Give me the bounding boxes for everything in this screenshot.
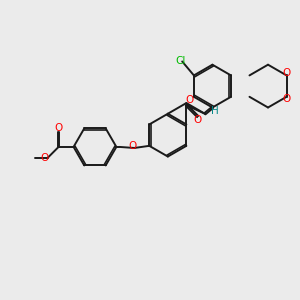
Text: O: O bbox=[41, 153, 49, 163]
Text: O: O bbox=[282, 68, 291, 78]
Text: O: O bbox=[194, 115, 202, 125]
Text: O: O bbox=[129, 142, 137, 152]
Text: O: O bbox=[55, 123, 63, 134]
Text: O: O bbox=[186, 95, 194, 105]
Text: O: O bbox=[282, 94, 291, 104]
Text: H: H bbox=[211, 106, 218, 116]
Text: Cl: Cl bbox=[176, 56, 186, 67]
